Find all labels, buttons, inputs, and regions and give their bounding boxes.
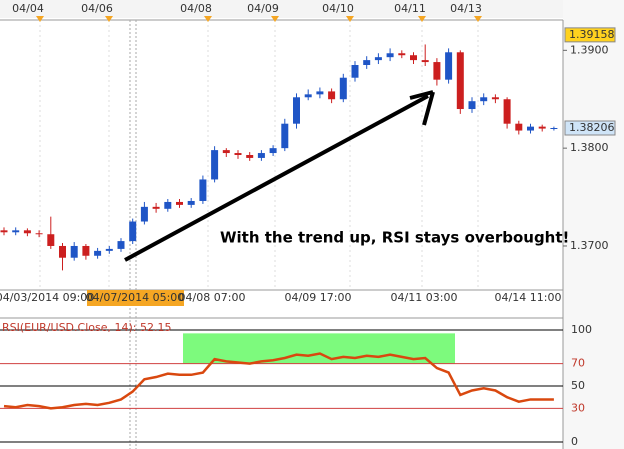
x-tick-label: 04/14 11:00 [495,291,562,304]
x-tick-label: 04/03/2014 09:00 [0,291,94,304]
price-marker-label: 1.38206 [569,121,615,134]
y-tick-label: 1.3800 [570,141,609,154]
top-date-label: 04/09 [247,2,279,15]
price-marker [564,27,616,43]
price-marker [564,120,616,136]
annotation: With the trend up, RSI stays overbought! [220,229,569,247]
top-date-label: 04/10 [322,2,354,15]
cursor-label: 04/07/2014 05:00 [86,291,185,304]
x-tick-label: 04/11 03:00 [391,291,458,304]
date-marker [418,16,426,22]
date-marker [271,16,279,22]
top-date-label: 04/06 [81,2,113,15]
date-strip [0,0,563,18]
price-marker-label: 1.39158 [569,28,615,41]
rsi-tick-label: 50 [571,379,585,392]
arrow-head [409,90,435,126]
rsi-tick-label: 30 [571,401,585,414]
x-tick-label: 04/08 07:00 [179,291,246,304]
rsi-label: RSI(EUR/USD.Close, 14): 52.15 [2,321,171,334]
top-date-label: 04/04 [12,2,44,15]
rsi-tick-label: 100 [571,323,592,336]
y-tick-label: 1.3700 [570,239,609,252]
top-date-label: 04/08 [180,2,212,15]
date-marker [36,16,44,22]
date-marker [474,16,482,22]
top-date-label: 04/13 [450,2,482,15]
y-tick-label: 1.3900 [570,43,609,56]
date-marker [346,16,354,22]
rsi-line [3,352,554,410]
trend-arrow [124,94,429,262]
date-marker [204,16,212,22]
right-axis-panel [563,0,624,449]
cursor-label-bg [87,290,184,306]
top-date-label: 04/11 [394,2,426,15]
x-tick-label: 04/09 17:00 [285,291,352,304]
rsi-tick-label: 70 [571,357,585,370]
rsi-tick-label: 0 [571,435,578,448]
date-marker [105,16,113,22]
